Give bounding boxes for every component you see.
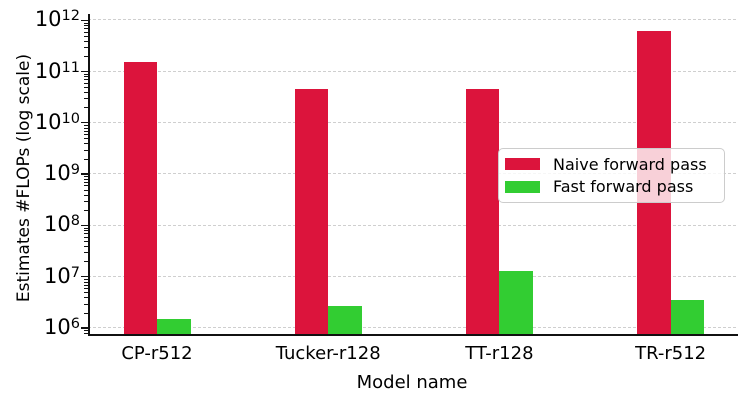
y-minor-tick xyxy=(84,98,88,100)
y-tick-label-1e11: 1011 xyxy=(34,58,80,83)
y-axis-label: Estimates #FLOPs (log scale) xyxy=(14,53,34,303)
gridline-1e10 xyxy=(88,122,736,123)
y-minor-tick xyxy=(84,179,88,181)
y-minor-tick xyxy=(84,134,88,136)
legend-item-naive-forward-pass: Naive forward pass xyxy=(505,155,718,174)
y-minor-tick xyxy=(84,25,88,27)
y-major-tick-1e9 xyxy=(81,173,88,175)
legend: Naive forward pass Fast forward pass xyxy=(498,148,725,203)
y-minor-tick xyxy=(84,28,88,30)
y-minor-tick xyxy=(84,312,88,314)
gridline-1e12 xyxy=(88,19,736,21)
y-minor-tick xyxy=(84,236,88,238)
y-minor-tick xyxy=(84,200,88,202)
x-tick-label-Tucker-r128: Tucker-r128 xyxy=(275,343,381,364)
y-minor-tick xyxy=(84,194,88,196)
bar-naive-TT-r128 xyxy=(465,89,500,334)
y-major-tick-1e7 xyxy=(81,276,88,278)
gridline-1e9 xyxy=(88,173,736,175)
y-major-tick-1e10 xyxy=(81,122,88,124)
y-minor-tick xyxy=(84,149,88,151)
y-minor-tick xyxy=(84,56,88,58)
bar-naive-CP-r512 xyxy=(123,62,157,334)
y-axis-spine xyxy=(88,14,90,336)
legend-item-fast-forward-pass: Fast forward pass xyxy=(505,177,718,196)
x-axis-spine xyxy=(88,334,738,336)
gridline-1e7 xyxy=(88,275,736,277)
y-minor-tick xyxy=(84,284,88,286)
legend-label-fast: Fast forward pass xyxy=(553,177,694,197)
bar-naive-Tucker-r128 xyxy=(294,88,329,334)
y-tick-label-1e7: 107 xyxy=(44,263,80,288)
y-minor-tick xyxy=(84,107,88,109)
bar-fast-Tucker-r128 xyxy=(328,305,362,334)
y-minor-tick xyxy=(84,281,88,283)
y-minor-tick xyxy=(84,40,88,42)
x-tick-label-CP-r512: CP-r512 xyxy=(121,343,193,364)
y-tick-label-1e12: 1012 xyxy=(34,7,80,32)
y-minor-tick xyxy=(84,240,88,242)
y-tick-label-1e8: 108 xyxy=(44,212,80,237)
y-minor-tick xyxy=(84,227,88,229)
y-minor-tick xyxy=(84,230,88,232)
legend-label-naive: Naive forward pass xyxy=(553,154,707,174)
bar-fast-TR-r512 xyxy=(670,300,705,334)
y-minor-tick xyxy=(84,176,88,178)
y-minor-tick xyxy=(84,79,88,81)
y-tick-label-1e10: 1010 xyxy=(34,109,80,134)
y-minor-tick xyxy=(84,86,88,88)
y-minor-tick xyxy=(84,252,88,254)
bar-fast-TT-r128 xyxy=(499,270,533,334)
legend-swatch-fast-icon xyxy=(505,180,540,194)
y-minor-tick xyxy=(84,31,88,33)
y-minor-tick xyxy=(84,303,88,305)
y-minor-tick xyxy=(84,279,88,281)
y-minor-tick xyxy=(84,245,88,247)
x-tick-label-TT-r128: TT-r128 xyxy=(465,343,534,364)
y-minor-tick xyxy=(84,138,88,140)
y-minor-tick xyxy=(84,297,88,299)
y-major-tick-1e6 xyxy=(81,327,88,329)
gridline-1e6 xyxy=(88,327,736,329)
gridline-1e11 xyxy=(88,70,736,72)
y-minor-tick xyxy=(84,125,88,127)
y-minor-tick xyxy=(84,330,88,332)
y-minor-tick xyxy=(84,158,88,160)
y-minor-tick xyxy=(84,91,88,93)
y-minor-tick xyxy=(84,292,88,294)
y-minor-tick xyxy=(84,127,88,129)
y-major-tick-1e12 xyxy=(81,19,88,21)
legend-swatch-naive-icon xyxy=(505,157,540,171)
bar-fast-CP-r512 xyxy=(157,318,191,334)
y-minor-tick xyxy=(84,35,88,37)
y-minor-tick xyxy=(84,47,88,49)
y-major-tick-1e8 xyxy=(81,224,88,227)
y-minor-tick xyxy=(84,182,88,184)
y-minor-tick xyxy=(84,130,88,132)
y-minor-tick xyxy=(84,332,88,334)
y-minor-tick xyxy=(84,189,88,191)
y-minor-tick xyxy=(84,288,88,290)
y-minor-tick xyxy=(84,82,88,84)
y-minor-tick xyxy=(84,73,88,75)
y-minor-tick xyxy=(84,185,88,187)
gridline-1e8 xyxy=(88,224,736,226)
y-minor-tick xyxy=(84,22,88,24)
y-minor-tick xyxy=(84,143,88,145)
y-tick-label-1e9: 109 xyxy=(44,161,80,186)
y-tick-label-1e6: 106 xyxy=(44,315,80,339)
y-minor-tick xyxy=(84,261,88,263)
y-minor-tick xyxy=(84,209,88,211)
x-tick-label-TR-r512: TR-r512 xyxy=(635,343,707,364)
y-major-tick-1e11 xyxy=(81,70,88,73)
y-minor-tick xyxy=(84,233,88,235)
x-axis-label: Model name xyxy=(356,372,468,393)
y-minor-tick xyxy=(84,76,88,78)
